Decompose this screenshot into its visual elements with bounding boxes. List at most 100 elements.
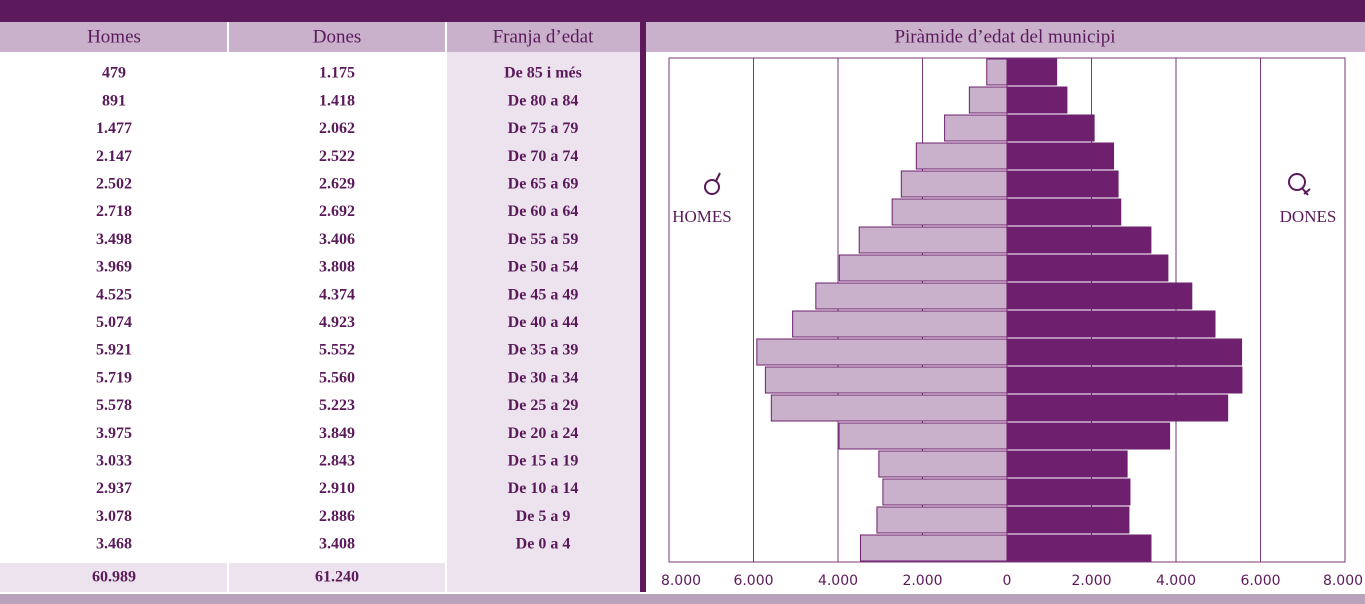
bar	[1006, 310, 1216, 338]
x-tick-label: 4.000	[1156, 573, 1196, 589]
bar	[1006, 226, 1152, 254]
cell: 3.408	[319, 536, 355, 553]
header-row	[0, 22, 1365, 52]
cell: 3.969	[96, 259, 132, 276]
bar	[882, 478, 1008, 506]
cell: 3.406	[319, 231, 355, 248]
cell: 5.719	[96, 369, 132, 386]
cell: 2.502	[96, 175, 132, 192]
cell: 1.418	[319, 92, 355, 109]
cell: 5.074	[96, 314, 132, 331]
bar	[1006, 198, 1122, 226]
header: Dones	[313, 26, 362, 47]
x-tick-label: 4.000	[818, 573, 858, 589]
bar	[1006, 86, 1068, 114]
bottom-bar	[0, 594, 1365, 604]
bar	[915, 142, 1008, 170]
cell: 2.718	[96, 203, 132, 220]
cell: 3.849	[319, 425, 355, 442]
age-band: De 45 a 49	[508, 286, 579, 303]
male-symbol	[704, 172, 721, 195]
bar	[876, 506, 1008, 534]
bar	[968, 86, 1008, 114]
cell: 5.921	[96, 342, 132, 359]
bar	[900, 170, 1008, 198]
bar	[891, 198, 1008, 226]
cell: 5.560	[319, 369, 355, 386]
bar	[1006, 142, 1115, 170]
age-band: De 25 a 29	[508, 397, 579, 414]
left-label: HOMES	[672, 207, 732, 226]
bar	[756, 338, 1008, 366]
age-band: De 65 a 69	[508, 175, 579, 192]
age-band: De 75 a 79	[508, 120, 579, 137]
bar	[986, 58, 1008, 86]
bar	[764, 366, 1008, 394]
x-tick-label: 8.000	[1323, 573, 1363, 589]
cell: 1.477	[96, 120, 132, 137]
x-tick-label: 2.000	[1071, 573, 1111, 589]
x-tick-label: 8.000	[661, 573, 701, 589]
cell: 3.078	[96, 508, 132, 525]
cell: 5.552	[319, 342, 355, 359]
bar	[1006, 394, 1229, 422]
cell: 2.522	[319, 148, 355, 165]
cell: 4.525	[96, 286, 132, 303]
cell: 3.468	[96, 536, 132, 553]
cell: 2.629	[319, 175, 355, 192]
bar	[944, 114, 1008, 142]
total: 60.989	[92, 569, 136, 586]
cell: 2.692	[319, 203, 355, 220]
cell: 891	[102, 92, 126, 109]
age-band: De 5 a 9	[516, 508, 571, 525]
cell: 2.886	[319, 508, 355, 525]
age-band: De 35 a 39	[508, 342, 579, 359]
cell: 2.937	[96, 480, 132, 497]
cell: 2.910	[319, 480, 355, 497]
bar	[1006, 254, 1169, 282]
age-band: De 85 i més	[504, 65, 582, 82]
age-band: De 70 a 74	[508, 148, 579, 165]
panel-divider	[640, 14, 646, 592]
bar	[1006, 282, 1193, 310]
cell: 5.223	[319, 397, 355, 414]
cell: 1.175	[319, 65, 355, 82]
cell: 4.374	[319, 286, 355, 303]
age-band: De 55 a 59	[508, 231, 579, 248]
bar	[1006, 338, 1243, 366]
age-band: De 60 a 64	[508, 203, 579, 220]
total: 61.240	[315, 569, 359, 586]
cell: 4.923	[319, 314, 355, 331]
bar	[792, 310, 1008, 338]
bar	[1006, 114, 1095, 142]
bar	[1006, 478, 1131, 506]
cell: 3.498	[96, 231, 132, 248]
bar	[878, 450, 1008, 478]
age-band: De 0 a 4	[516, 536, 571, 553]
age-band: De 20 a 24	[508, 425, 579, 442]
bar	[1006, 450, 1128, 478]
totals-row-bg	[0, 563, 446, 592]
bar	[858, 226, 1008, 254]
x-tick-label: 6.000	[733, 573, 773, 589]
cell: 2.147	[96, 148, 132, 165]
age-column-bg	[446, 52, 640, 592]
age-band: De 50 a 54	[508, 259, 579, 276]
header: Homes	[87, 26, 141, 47]
bar	[1006, 422, 1171, 450]
chart-title: Piràmide d’edat del municipi	[894, 26, 1115, 47]
age-band: De 40 a 44	[508, 314, 579, 331]
age-band: De 15 a 19	[508, 452, 579, 469]
cell: 2.062	[319, 120, 355, 137]
bar	[770, 394, 1008, 422]
cell: 3.033	[96, 452, 132, 469]
bar	[1006, 58, 1058, 86]
header: Franja d’edat	[493, 26, 594, 47]
cell: 3.808	[319, 259, 355, 276]
bar	[815, 282, 1008, 310]
bar	[838, 422, 1008, 450]
x-tick-label: 0	[1003, 573, 1012, 589]
bar	[859, 534, 1008, 562]
bar	[1006, 506, 1130, 534]
